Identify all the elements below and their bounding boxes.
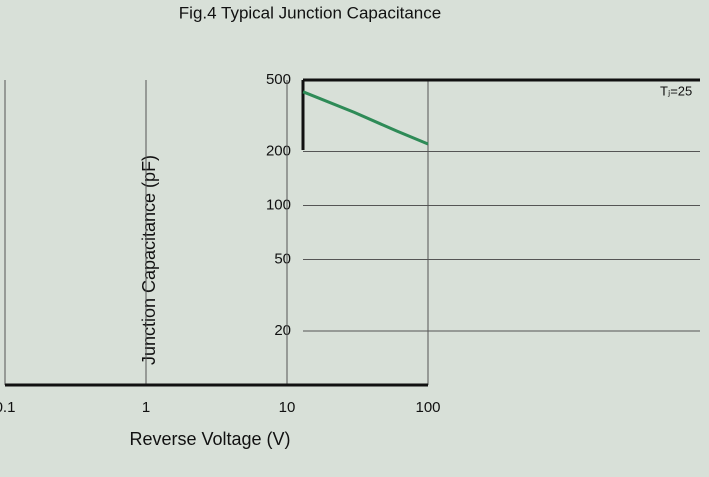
y-axis-label: Junction Capacitance (pF) (139, 155, 159, 365)
y-tick-label: 20 (274, 322, 291, 339)
annotation: Tⱼ=25 (660, 83, 692, 98)
x-tick-label: 10 (279, 399, 296, 416)
x-tick-label: 1 (142, 399, 150, 416)
background (0, 0, 709, 477)
x-tick-label: 100 (415, 399, 440, 416)
y-tick-label: 50 (274, 250, 291, 267)
chart-title: Fig.4 Typical Junction Capacitance (179, 3, 441, 22)
x-tick-label: 0.1 (0, 399, 15, 416)
chart: Fig.4 Typical Junction Capacitance Rever… (0, 0, 709, 477)
x-axis-label: Reverse Voltage (V) (129, 429, 290, 449)
